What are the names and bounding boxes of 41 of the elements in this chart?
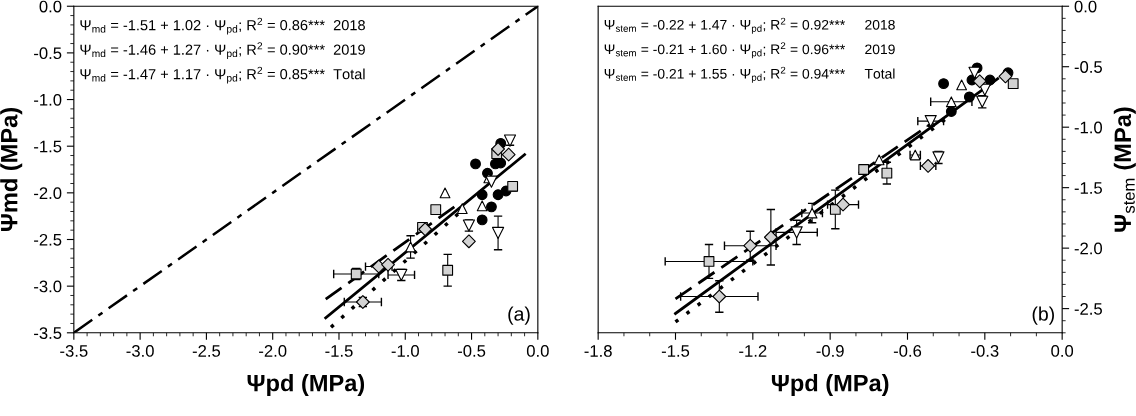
annotation: (a) (508, 306, 530, 325)
annotation: Ψ$_{stem}$ = -0.21 + 1.60 · Ψ$_{pd}$; R$^{2}$ = 0.96*** 2019 (604, 42, 895, 59)
y-tick-label: -3.0 (34, 280, 62, 293)
y2-tick-label: -2.0 (1074, 242, 1103, 255)
annotation: Ψ$_{md}$ = -1.51 + 1.02 · Ψ$_{pd}$; R$^{2}$ = 0.86*** 2018 (80, 17, 365, 35)
y-tick-label: -0.5 (34, 47, 62, 60)
y-tick-label: -3.5 (34, 327, 62, 339)
annotation: Ψ$_{stem}$ = -0.21 + 1.55 · Ψ$_{pd}$; R$^{2}$ = 0.94*** Total (604, 66, 895, 83)
x-tick-label: -1.8 (584, 345, 612, 357)
y2-axis-title: Ψ$_{stem}$ (MPa) (1113, 107, 1136, 232)
annotation: (b) (1032, 306, 1054, 325)
x-tick-label: 0.0 (1051, 345, 1074, 357)
y-tick-label: -1.0 (34, 93, 62, 106)
x-tick-label: -0.6 (893, 345, 922, 357)
y-tick-label: 0.0 (39, 0, 62, 13)
y-tick-label: -2.0 (34, 187, 62, 200)
annotation: Ψ$_{md}$ = -1.47 + 1.17 · Ψ$_{pd}$; R$^{2}$ = 0.85*** Total (80, 66, 365, 84)
x-tick-label: -1.5 (325, 345, 353, 357)
y2-tick-label: -1.0 (1074, 121, 1103, 134)
x-tick-label: -1.5 (661, 345, 690, 357)
y2-tick-label: -2.5 (1074, 303, 1102, 315)
x-tick-label: -0.5 (457, 345, 486, 357)
x-tick-label: 0.0 (526, 345, 549, 357)
y-tick-label: -2.5 (34, 233, 62, 246)
y2-tick-label: -1.5 (1074, 182, 1102, 194)
y-axis-title: Ψmd (MPa) (0, 108, 23, 232)
x-tick-label: -0.9 (816, 345, 844, 357)
x-tick-label: -0.3 (971, 345, 999, 357)
y2-tick-label: 0.0 (1074, 0, 1097, 13)
y2-tick-label: -0.5 (1074, 61, 1102, 73)
x-tick-label: -1.2 (739, 345, 767, 357)
x-tick-label: -3.0 (126, 345, 154, 357)
annotation: Ψ$_{stem}$ = -0.22 + 1.47 · Ψ$_{pd}$; R$^{2}$ = 0.92*** 2018 (604, 17, 895, 34)
x-tick-label: -2.5 (192, 345, 221, 357)
x-axis-title: Ψpd (MPa) (771, 374, 889, 397)
annotation: Ψ$_{md}$ = -1.46 + 1.27 · Ψ$_{pd}$; R$^{2}$ = 0.90*** 2019 (80, 42, 365, 60)
x-axis-title: Ψpd (MPa) (247, 374, 365, 397)
x-tick-label: -3.5 (60, 345, 88, 357)
x-tick-label: -2.0 (259, 345, 287, 357)
y-tick-label: -1.5 (34, 140, 62, 153)
x-tick-label: -1.0 (391, 345, 419, 357)
